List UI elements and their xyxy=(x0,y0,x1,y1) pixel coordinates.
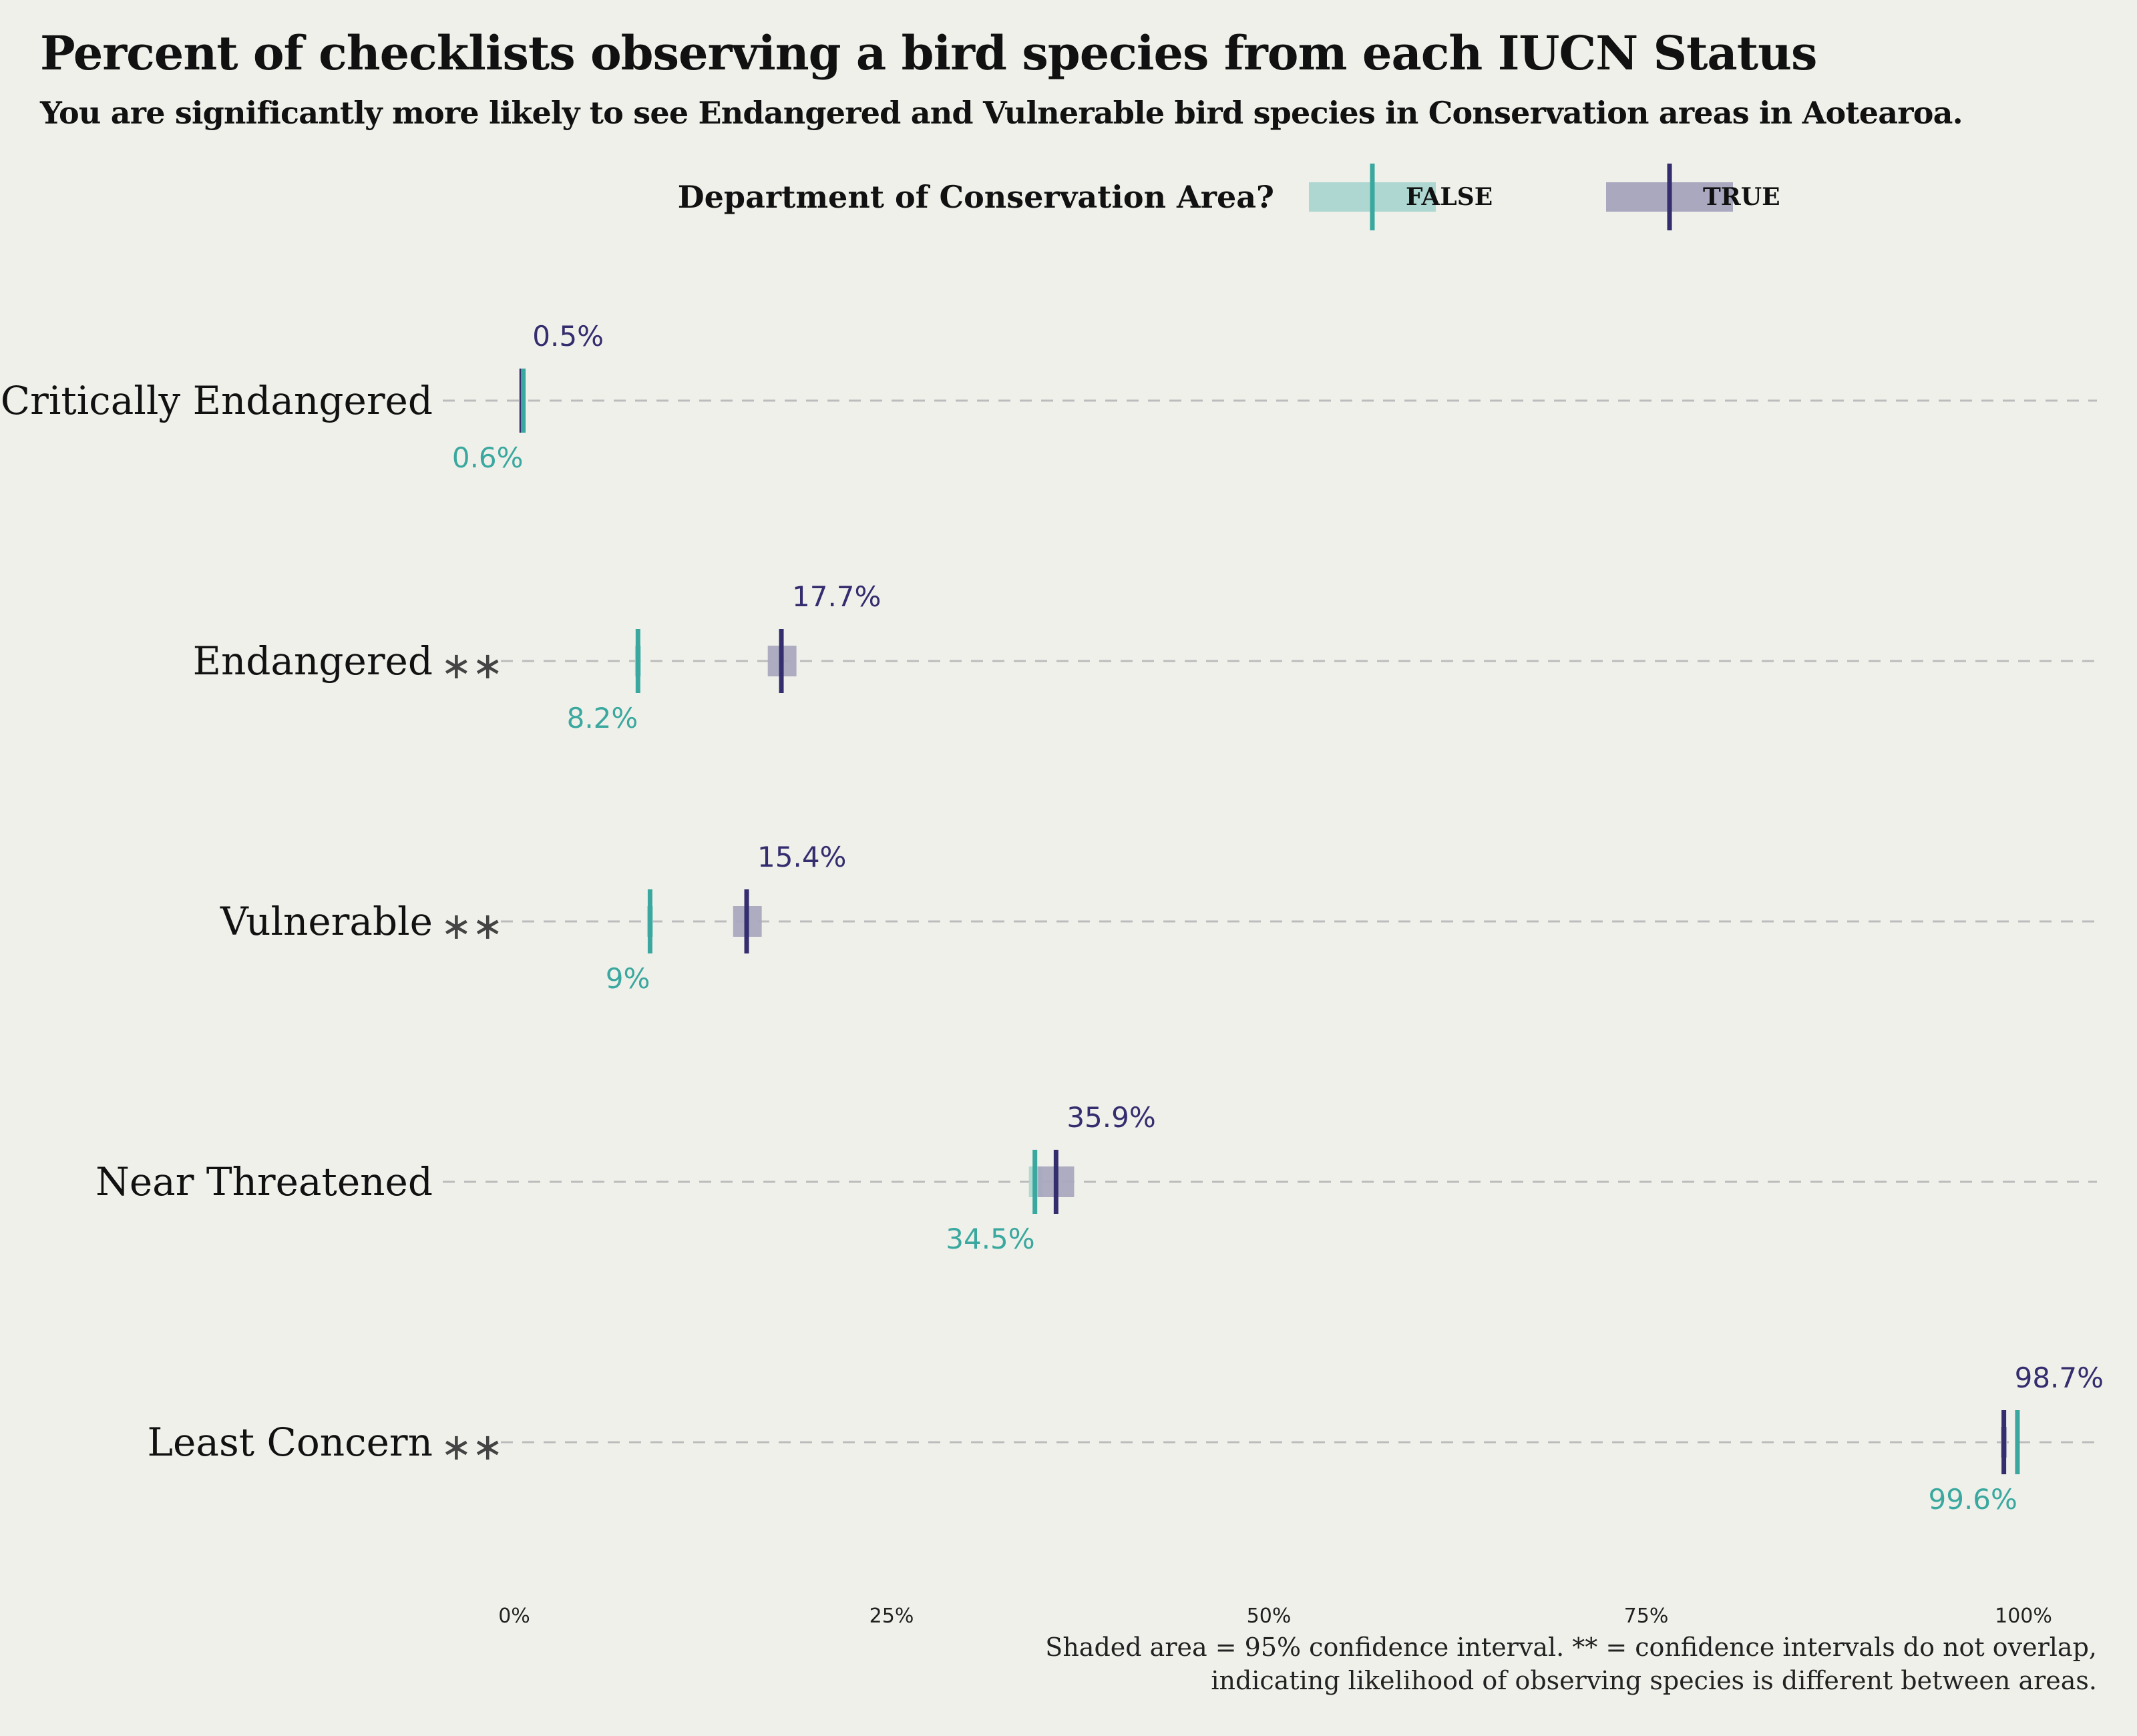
category-label-critically-endangered: Critically Endangered xyxy=(1,378,433,423)
value-label-true-critically-endangered: 0.5% xyxy=(532,320,604,353)
significance-marker-least-concern: ∗∗ xyxy=(441,1426,504,1469)
x-tick-label: 75% xyxy=(1624,1604,1669,1628)
category-label-endangered: Endangered xyxy=(193,638,433,684)
caption-line-1: Shaded area = 95% confidence interval. *… xyxy=(1045,1633,2097,1662)
x-tick-label: 0% xyxy=(498,1604,530,1628)
legend-title: Department of Conservation Area? xyxy=(678,179,1274,215)
value-label-true-vulnerable: 15.4% xyxy=(757,841,846,873)
category-label-least-concern: Least Concern xyxy=(148,1420,433,1465)
value-label-true-endangered: 17.7% xyxy=(792,580,881,613)
legend-label-true: TRUE xyxy=(1703,183,1780,211)
value-label-false-near-threatened: 34.5% xyxy=(946,1223,1034,1255)
category-label-near-threatened: Near Threatened xyxy=(95,1159,433,1205)
caption-line-2: indicating likelihood of observing speci… xyxy=(1211,1666,2097,1695)
value-label-true-near-threatened: 35.9% xyxy=(1066,1101,1155,1134)
significance-marker-vulnerable: ∗∗ xyxy=(441,905,504,948)
value-label-false-least-concern: 99.6% xyxy=(1929,1483,2017,1516)
significance-marker-endangered: ∗∗ xyxy=(441,644,504,688)
value-label-false-endangered: 8.2% xyxy=(567,702,638,734)
value-label-false-vulnerable: 9% xyxy=(606,962,650,995)
chart-subtitle: You are significantly more likely to see… xyxy=(40,95,1963,131)
x-tick-label: 25% xyxy=(869,1604,914,1628)
category-label-vulnerable: Vulnerable xyxy=(220,899,433,944)
x-tick-label: 100% xyxy=(1995,1604,2052,1628)
value-label-true-least-concern: 98.7% xyxy=(2015,1361,2104,1394)
legend-label-false: FALSE xyxy=(1406,183,1493,211)
x-tick-label: 50% xyxy=(1247,1604,1292,1628)
value-label-false-critically-endangered: 0.6% xyxy=(452,441,524,474)
chart-title: Percent of checklists observing a bird s… xyxy=(40,25,1817,81)
chart-caption: Shaded area = 95% confidence interval. *… xyxy=(1045,1631,2097,1697)
